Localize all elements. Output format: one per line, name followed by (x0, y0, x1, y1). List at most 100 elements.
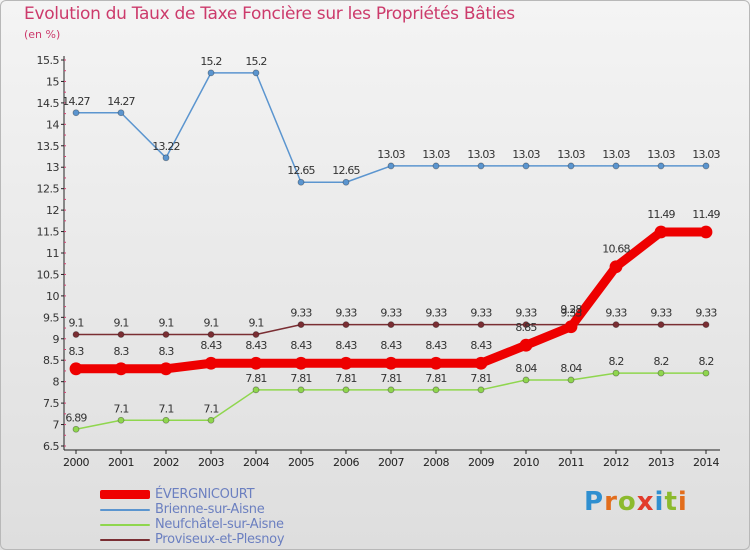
y-tick-label: 13.5 (37, 140, 60, 153)
data-point-brienne-sur-aisne (612, 162, 620, 170)
data-label-evergnicourt: 8.43 (200, 339, 222, 352)
logo-letter: P (584, 487, 605, 517)
logo-letter: o (617, 487, 637, 517)
data-point-proviseux-et-plesnoy (477, 321, 485, 329)
data-point-neufchatel-sur-aisne (342, 386, 350, 394)
unit-label: (en %) (24, 28, 61, 41)
y-tick-label: 12.5 (37, 183, 60, 196)
legend-label: Proviseux-et-Plesnoy (155, 532, 285, 547)
x-tick-label: 2012 (603, 456, 629, 469)
data-label-brienne-sur-aisne: 13.03 (602, 148, 630, 161)
y-tick-label: 10.5 (37, 268, 60, 281)
data-label-proviseux-et-plesnoy: 9.33 (380, 307, 402, 320)
data-point-neufchatel-sur-aisne (207, 416, 215, 424)
x-tick-label: 2006 (333, 456, 359, 469)
data-label-neufchatel-sur-aisne: 8.04 (560, 362, 582, 375)
legend-swatch (100, 539, 150, 541)
data-label-evergnicourt: 8.43 (290, 339, 312, 352)
y-tick-label: 13 (46, 161, 59, 174)
data-point-neufchatel-sur-aisne (477, 386, 485, 394)
x-tick-label: 2005 (288, 456, 314, 469)
data-point-evergnicourt (654, 225, 668, 239)
data-point-evergnicourt (699, 225, 713, 239)
data-point-proviseux-et-plesnoy (72, 331, 80, 338)
data-label-proviseux-et-plesnoy: 9.1 (248, 316, 263, 329)
data-point-evergnicourt (474, 356, 488, 370)
y-tick-label: 9 (53, 333, 60, 346)
data-label-neufchatel-sur-aisne: 7.1 (158, 402, 173, 415)
data-point-neufchatel-sur-aisne (162, 416, 170, 424)
data-label-proviseux-et-plesnoy: 9.33 (425, 307, 447, 320)
data-label-evergnicourt: 8.43 (245, 339, 267, 352)
data-label-brienne-sur-aisne: 13.03 (422, 148, 450, 161)
legend-swatch (100, 509, 150, 511)
legend-swatch (100, 524, 150, 526)
data-label-neufchatel-sur-aisne: 8.04 (515, 362, 537, 375)
data-point-evergnicourt (609, 260, 623, 274)
data-point-brienne-sur-aisne (342, 178, 350, 186)
data-label-brienne-sur-aisne: 15.2 (200, 55, 221, 68)
data-label-evergnicourt: 11.49 (647, 208, 675, 221)
data-point-brienne-sur-aisne (207, 69, 215, 77)
data-point-evergnicourt (564, 320, 578, 334)
data-label-brienne-sur-aisne: 13.03 (557, 148, 585, 161)
data-label-neufchatel-sur-aisne: 8.2 (653, 355, 668, 368)
data-point-brienne-sur-aisne (477, 162, 485, 170)
y-tick-label: 6.5 (43, 440, 59, 453)
data-label-proviseux-et-plesnoy: 9.33 (695, 307, 717, 320)
data-label-proviseux-et-plesnoy: 9.33 (650, 307, 672, 320)
data-label-neufchatel-sur-aisne: 7.81 (380, 372, 401, 385)
legend-label: Brienne-sur-Aisne (155, 502, 265, 517)
data-point-evergnicourt (384, 356, 398, 370)
data-point-neufchatel-sur-aisne (387, 386, 395, 394)
y-tick-label: 15.5 (37, 54, 60, 67)
data-label-brienne-sur-aisne: 14.27 (107, 95, 135, 108)
data-point-brienne-sur-aisne (162, 154, 170, 162)
data-label-evergnicourt: 8.3 (158, 345, 174, 358)
data-point-evergnicourt (159, 362, 173, 376)
data-label-brienne-sur-aisne: 13.03 (512, 148, 540, 161)
y-tick-label: 12 (46, 204, 59, 217)
data-label-evergnicourt: 11.49 (692, 208, 720, 221)
data-label-neufchatel-sur-aisne: 7.81 (245, 372, 266, 385)
data-label-evergnicourt: 8.43 (425, 339, 447, 352)
data-point-brienne-sur-aisne (432, 162, 440, 170)
data-point-proviseux-et-plesnoy (342, 321, 350, 329)
data-point-neufchatel-sur-aisne (567, 376, 575, 384)
data-label-brienne-sur-aisne: 12.65 (332, 164, 360, 177)
data-label-brienne-sur-aisne: 14.27 (62, 95, 90, 108)
data-point-brienne-sur-aisne (387, 162, 395, 170)
legend-label: ÉVERGNICOURT (155, 487, 255, 502)
x-tick-label: 2000 (63, 456, 89, 469)
data-label-evergnicourt: 8.43 (470, 339, 492, 352)
data-point-proviseux-et-plesnoy (207, 331, 215, 338)
logo-letter: i (654, 487, 665, 517)
data-point-evergnicourt (339, 356, 353, 370)
legend-label: Neufchâtel-sur-Aisne (155, 517, 284, 532)
data-label-neufchatel-sur-aisne: 7.81 (335, 372, 356, 385)
data-point-evergnicourt (249, 356, 263, 370)
proxiti-logo: Proxiti (584, 487, 688, 517)
data-point-proviseux-et-plesnoy (252, 331, 260, 338)
data-point-neufchatel-sur-aisne (117, 416, 125, 424)
data-label-brienne-sur-aisne: 13.03 (467, 148, 495, 161)
data-label-evergnicourt: 8.43 (335, 339, 357, 352)
x-tick-label: 2014 (693, 456, 719, 469)
data-label-proviseux-et-plesnoy: 9.33 (560, 307, 582, 320)
data-point-evergnicourt (114, 362, 128, 376)
y-tick-label: 14 (46, 118, 59, 131)
y-tick-label: 7 (53, 419, 60, 432)
y-tick-label: 11.5 (37, 226, 60, 239)
data-point-proviseux-et-plesnoy (297, 321, 305, 329)
x-tick-label: 2011 (558, 456, 584, 469)
data-label-evergnicourt: 8.3 (113, 345, 129, 358)
data-point-brienne-sur-aisne (702, 162, 710, 170)
data-label-neufchatel-sur-aisne: 7.81 (470, 372, 491, 385)
data-label-neufchatel-sur-aisne: 7.1 (203, 402, 218, 415)
data-point-brienne-sur-aisne (117, 109, 125, 117)
data-point-proviseux-et-plesnoy (612, 321, 620, 329)
data-point-neufchatel-sur-aisne (297, 386, 305, 394)
logo-letter: r (604, 487, 618, 517)
chart-title: Evolution du Taux de Taxe Foncière sur l… (24, 4, 515, 24)
